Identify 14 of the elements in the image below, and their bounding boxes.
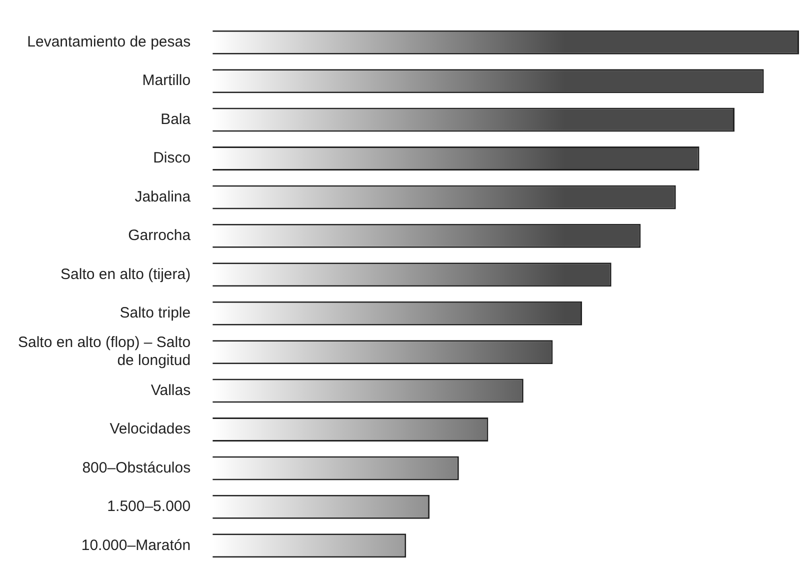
y-tick-label: Salto triple	[120, 304, 191, 322]
y-tick-label: Salto en alto (tijera)	[60, 266, 191, 283]
y-tick-label: Jabalina	[134, 188, 192, 206]
y-tick-label: 800–Obstáculos	[82, 459, 191, 476]
y-tick-label: Velocidades	[110, 420, 191, 438]
y-tick-label: Salto en alto (flop) – Salto de longitud	[18, 334, 191, 370]
y-tick-label: Disco	[153, 150, 191, 167]
y-tick-label: Vallas	[150, 382, 191, 399]
y-tick-label: 10.000–Maratón	[81, 536, 191, 554]
y-tick-label: Martillo	[142, 72, 191, 90]
y-tick-label: Bala	[160, 110, 192, 128]
y-tick-label: 1.500–5.000	[107, 498, 191, 516]
y-tick-label: Garrocha	[128, 227, 192, 244]
y-tick-label: Levantamiento de pesas	[27, 34, 191, 50]
